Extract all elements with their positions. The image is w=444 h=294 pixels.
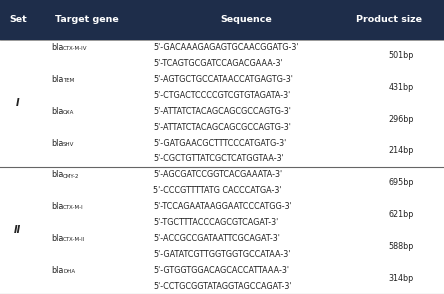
Text: CTX-M-II: CTX-M-II <box>63 237 85 242</box>
Text: SHV: SHV <box>63 142 75 147</box>
Text: bla: bla <box>51 234 63 243</box>
Text: CTX-M-I: CTX-M-I <box>63 205 84 210</box>
Text: 5'-CCCGTTTTATG CACCCATGA-3': 5'-CCCGTTTTATG CACCCATGA-3' <box>153 186 281 195</box>
Text: I: I <box>16 98 20 108</box>
Text: 621bp: 621bp <box>388 210 414 219</box>
Text: bla: bla <box>51 75 63 84</box>
Text: 5'-CGCTGTTATCGCTCATGGTAA-3': 5'-CGCTGTTATCGCTCATGGTAA-3' <box>153 154 284 163</box>
Text: 431bp: 431bp <box>388 83 414 92</box>
Text: 501bp: 501bp <box>388 51 414 60</box>
Text: 214bp: 214bp <box>388 146 414 156</box>
Text: 5'-ATTATCTACAGCAGCGCCAGTG-3': 5'-ATTATCTACAGCAGCGCCAGTG-3' <box>153 123 291 132</box>
Text: 5'-ATTATCTACAGCAGCGCCAGTG-3': 5'-ATTATCTACAGCAGCGCCAGTG-3' <box>153 107 291 116</box>
Text: Target gene: Target gene <box>55 15 119 24</box>
Text: II: II <box>14 225 21 235</box>
Text: 5'-CCTGCGGTATAGGTAGCCAGAT-3': 5'-CCTGCGGTATAGGTAGCCAGAT-3' <box>153 282 292 290</box>
Text: Sequence: Sequence <box>221 15 272 24</box>
Text: bla: bla <box>51 107 63 116</box>
Text: DHA: DHA <box>63 269 75 274</box>
Text: bla: bla <box>51 266 63 275</box>
Text: 588bp: 588bp <box>388 242 414 251</box>
Text: 5'-AGCGATCCGGTCACGAAATA-3': 5'-AGCGATCCGGTCACGAAATA-3' <box>153 170 282 179</box>
Text: 314bp: 314bp <box>388 274 414 283</box>
Text: 5'-TCAGTGCGATCCAGACGAAA-3': 5'-TCAGTGCGATCCAGACGAAA-3' <box>153 59 283 68</box>
Text: 5'-CTGACTCCCCGTCGTGTAGATA-3': 5'-CTGACTCCCCGTCGTGTAGATA-3' <box>153 91 290 100</box>
Text: 5'-ACCGCCGATAATTCGCAGAT-3': 5'-ACCGCCGATAATTCGCAGAT-3' <box>153 234 280 243</box>
Text: 5'-AGTGCTGCCATAACCATGAGTG-3': 5'-AGTGCTGCCATAACCATGAGTG-3' <box>153 75 293 84</box>
Text: 5'-GATATCGTTGGTGGTGCCATAA-3': 5'-GATATCGTTGGTGGTGCCATAA-3' <box>153 250 290 259</box>
Text: Product size: Product size <box>356 15 421 24</box>
Text: 5'-TGCTTTACCCAGCGTCAGAT-3': 5'-TGCTTTACCCAGCGTCAGAT-3' <box>153 218 278 227</box>
Text: 5'-GATGAACGCTTTCCCATGATG-3': 5'-GATGAACGCTTTCCCATGATG-3' <box>153 138 286 148</box>
Text: Set: Set <box>9 15 27 24</box>
Text: 5'-GACAAAGAGAGTGCAACGGATG-3': 5'-GACAAAGAGAGTGCAACGGATG-3' <box>153 43 299 52</box>
Text: 5'-GTGGTGGACAGCACCATTAAA-3': 5'-GTGGTGGACAGCACCATTAAA-3' <box>153 266 289 275</box>
Text: bla: bla <box>51 202 63 211</box>
FancyBboxPatch shape <box>0 0 444 40</box>
Text: 296bp: 296bp <box>388 115 414 124</box>
Text: TEM: TEM <box>63 78 74 83</box>
Text: bla: bla <box>51 43 63 52</box>
Text: bla: bla <box>51 138 63 148</box>
Text: CMY-2: CMY-2 <box>63 173 79 178</box>
Text: 695bp: 695bp <box>388 178 414 187</box>
Text: bla: bla <box>51 170 63 179</box>
Text: 5'-TCCAGAATAAGGAATCCCATGG-3': 5'-TCCAGAATAAGGAATCCCATGG-3' <box>153 202 292 211</box>
Text: OXA: OXA <box>63 110 75 115</box>
Text: CTX-M-IV: CTX-M-IV <box>63 46 87 51</box>
